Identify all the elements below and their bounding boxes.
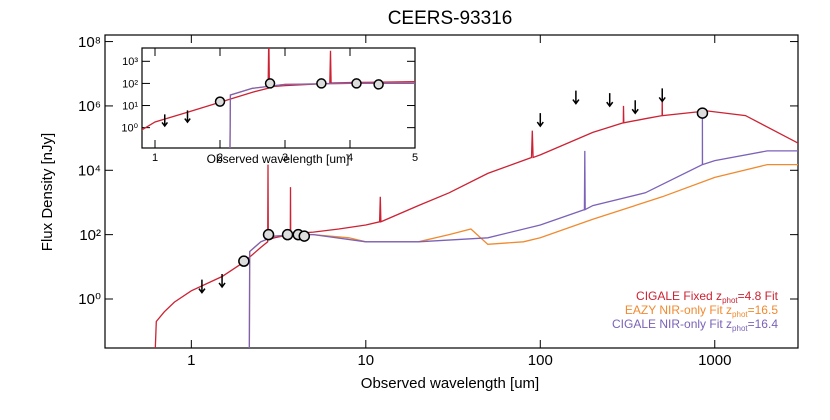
y-tick-label: 10¹	[122, 100, 138, 112]
x-tick-label: 1000	[698, 352, 731, 369]
y-tick-label: 10⁴	[78, 163, 101, 180]
y-tick-label: 10⁶	[78, 98, 101, 115]
photometry-point	[239, 256, 249, 266]
y-axis-label: Flux Density [nJy]	[39, 133, 56, 251]
legend-text: EAZY NIR-only Fit z	[625, 303, 732, 317]
x-tick-label: 1	[152, 152, 158, 164]
y-tick-label: 10²	[122, 78, 138, 90]
x-tick-label: 1	[187, 352, 195, 369]
photometry-point	[299, 231, 309, 241]
photometry-point	[216, 97, 225, 106]
y-tick-label: 10³	[122, 56, 138, 68]
photometry-point	[352, 79, 361, 88]
legend-entry: CIGALE NIR-only Fit zphot=16.4	[612, 317, 778, 333]
legend-text: =16.5	[748, 303, 779, 317]
y-tick-label: 10⁰	[78, 291, 101, 308]
y-tick-label: 10²	[79, 227, 101, 244]
photometry-point	[317, 79, 326, 88]
inset-x-axis-label: Observed wavelength [um]	[207, 152, 350, 166]
chart-title: CEERS-93316	[388, 8, 513, 29]
x-tick-label: 5	[412, 152, 418, 164]
legend-text: CIGALE NIR-only Fit z	[612, 317, 732, 331]
legend-text: phot	[732, 310, 748, 319]
legend-text: CIGALE Fixed z	[636, 289, 722, 303]
photometry-point	[266, 79, 275, 88]
y-tick-label: 10⁸	[78, 34, 101, 51]
x-tick-label: 10	[357, 352, 374, 369]
x-tick-label: 100	[528, 352, 553, 369]
photometry-point	[374, 80, 383, 89]
photometry-point	[283, 230, 293, 240]
plot-frame	[142, 48, 415, 148]
legend-text: =4.8 Fit	[738, 289, 779, 303]
x-axis-label: Observed wavelength [um]	[361, 375, 539, 392]
legend-text: =16.4	[748, 317, 779, 331]
y-tick-label: 10⁰	[121, 122, 138, 134]
photometry-point	[697, 108, 707, 118]
legend-text: phot	[732, 324, 748, 333]
photometry-point	[264, 230, 274, 240]
